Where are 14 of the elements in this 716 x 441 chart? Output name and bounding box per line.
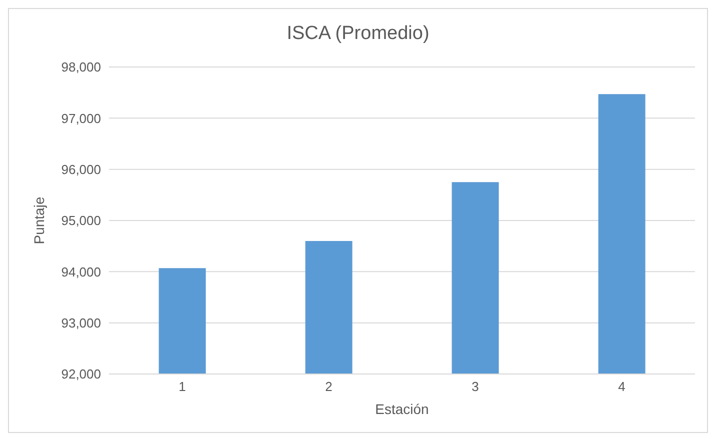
x-axis-title: Estación: [375, 401, 429, 417]
chart-title: ISCA (Promedio): [286, 23, 430, 45]
x-tick-label: 3: [472, 379, 479, 394]
y-tick-label: 92,000: [61, 366, 101, 382]
x-tick-label: 4: [618, 379, 626, 394]
x-tick-label: 2: [325, 379, 332, 394]
y-tick-label: 95,000: [61, 213, 101, 228]
y-tick-label: 97,000: [61, 110, 101, 126]
y-axis-title: Puntaje: [30, 196, 47, 244]
y-tick-label: 93,000: [61, 315, 101, 330]
y-tick-label: 96,000: [61, 162, 101, 177]
y-tick-label: 98,000: [61, 60, 101, 75]
x-tick-label: 1: [178, 379, 186, 394]
y-tick-label: 94,000: [61, 264, 101, 280]
